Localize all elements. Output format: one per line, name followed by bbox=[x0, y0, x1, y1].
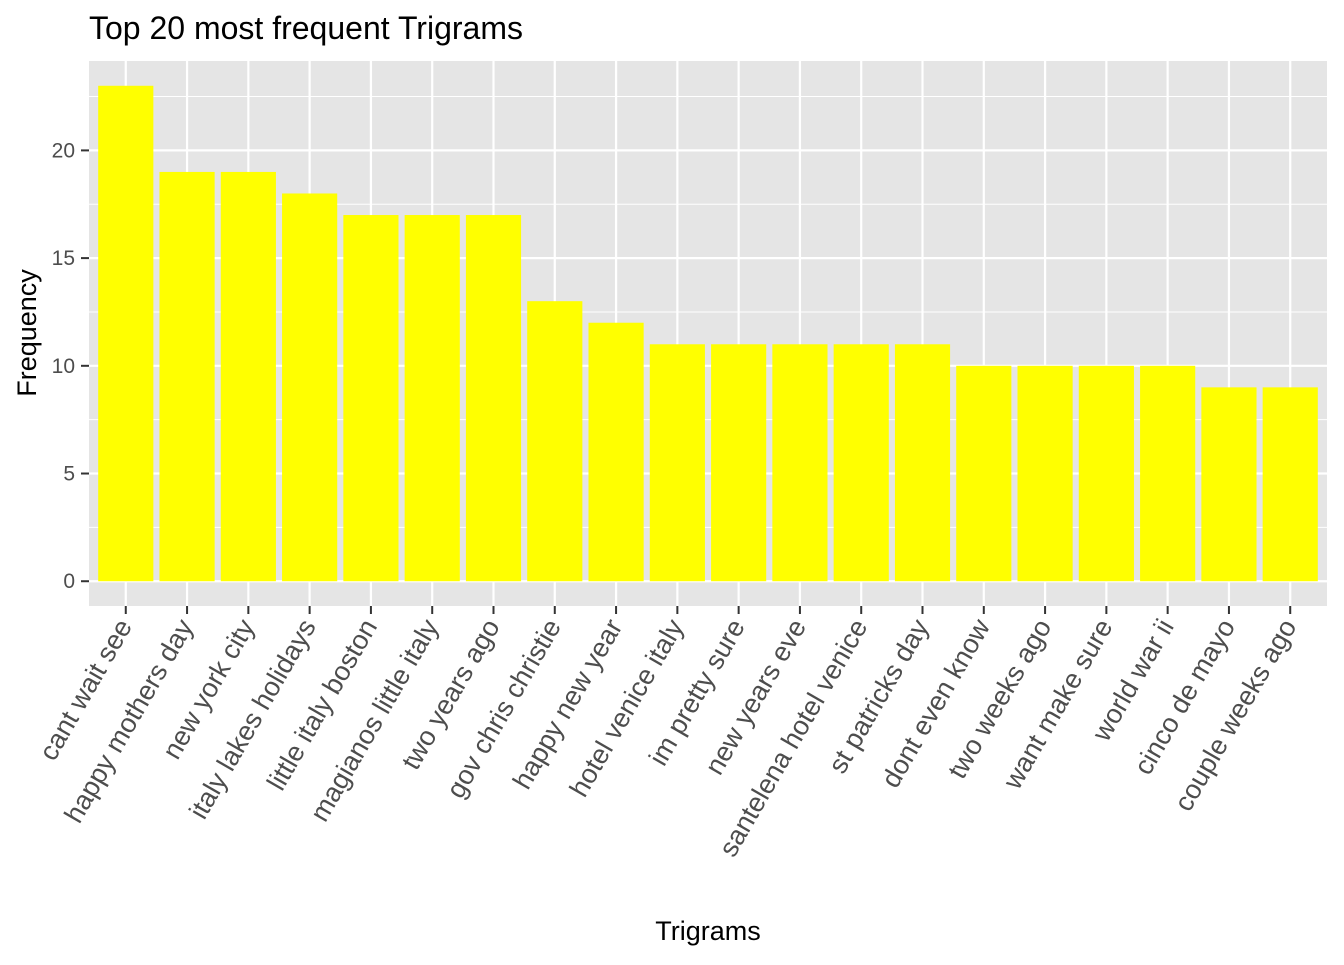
bar bbox=[404, 215, 460, 582]
bar bbox=[894, 344, 951, 582]
chart-title: Top 20 most frequent Trigrams bbox=[89, 10, 523, 46]
bar bbox=[588, 322, 644, 582]
bar bbox=[772, 344, 828, 582]
x-axis-title: Trigrams bbox=[655, 916, 761, 946]
y-tick-label: 20 bbox=[52, 139, 75, 162]
bar bbox=[1201, 387, 1257, 582]
bar bbox=[220, 171, 276, 582]
bar bbox=[956, 365, 1012, 582]
y-tick-label: 0 bbox=[63, 570, 75, 593]
bar bbox=[1262, 387, 1318, 582]
bar bbox=[833, 344, 889, 582]
bar bbox=[649, 344, 705, 582]
y-tick-label: 15 bbox=[52, 247, 75, 270]
bar bbox=[343, 215, 399, 582]
bar bbox=[1140, 365, 1196, 582]
y-tick-label: 10 bbox=[52, 355, 75, 378]
bar bbox=[465, 215, 522, 582]
bar bbox=[711, 344, 767, 582]
bar bbox=[527, 301, 583, 582]
bar bbox=[159, 171, 215, 582]
y-axis-title: Frequency bbox=[12, 269, 42, 397]
bar bbox=[282, 193, 338, 582]
y-axis: 0 5 10 15 20 bbox=[52, 139, 89, 593]
bars bbox=[98, 85, 1318, 582]
bar bbox=[1078, 365, 1134, 582]
y-tick-label: 5 bbox=[63, 463, 75, 486]
bar bbox=[98, 85, 154, 582]
bar bbox=[1017, 365, 1073, 582]
